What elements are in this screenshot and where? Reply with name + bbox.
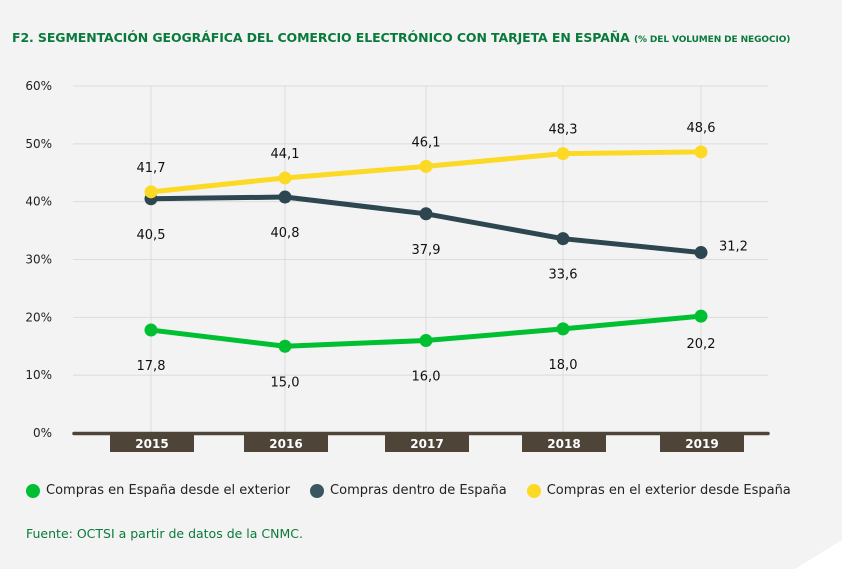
data-point bbox=[694, 246, 708, 260]
data-point bbox=[694, 309, 708, 323]
chart-title-units: (% DEL VOLUMEN DE NEGOCIO) bbox=[633, 35, 791, 45]
data-point bbox=[144, 185, 158, 199]
x-axis: 2015 2016 2017 2018 2019 bbox=[72, 431, 770, 452]
data-labels: 17,8 15,0 16,0 18,0 20,2 40,5 40,8 37,9 33,6 31,2… bbox=[137, 121, 748, 390]
y-tick-label: 0% bbox=[33, 426, 52, 440]
data-label: 18,0 bbox=[549, 358, 578, 373]
line-chart: 0%10%20%30%40%50%60% 2015 2016 2017 2018 201… bbox=[25, 79, 770, 452]
chart-title-main: F2. SEGMENTACIÓN GEOGRÁFICA DEL COMERCIO… bbox=[12, 30, 630, 45]
data-label: 37,9 bbox=[412, 243, 441, 258]
data-label: 16,0 bbox=[412, 369, 441, 384]
y-tick-label: 30% bbox=[25, 253, 52, 267]
y-tick-label: 50% bbox=[25, 137, 52, 151]
legend-label: Compras dentro de España bbox=[330, 483, 507, 498]
data-point bbox=[694, 145, 708, 159]
data-point bbox=[278, 171, 292, 185]
data-label: 44,1 bbox=[271, 147, 300, 162]
data-point bbox=[556, 232, 570, 246]
y-tick-label: 60% bbox=[25, 79, 52, 93]
legend-item-dark: Compras dentro de España bbox=[310, 483, 507, 498]
data-point bbox=[556, 147, 570, 161]
data-point bbox=[419, 207, 433, 221]
data-point bbox=[278, 339, 292, 353]
data-label: 40,8 bbox=[271, 226, 300, 241]
data-label: 20,2 bbox=[687, 337, 716, 352]
x-tick-label: 2019 bbox=[685, 437, 718, 451]
legend-dot-yellow-icon bbox=[526, 483, 541, 498]
data-point bbox=[144, 323, 158, 337]
data-point bbox=[419, 159, 433, 173]
y-tick-label: 40% bbox=[25, 195, 52, 209]
source-note: Fuente: OCTSI a partir de datos de la CN… bbox=[26, 526, 303, 541]
data-label: 17,8 bbox=[137, 359, 166, 374]
x-tick-label: 2016 bbox=[269, 437, 302, 451]
data-label: 41,7 bbox=[137, 161, 166, 176]
legend: Compras en España desde el exterior Comp… bbox=[26, 483, 811, 498]
legend-item-yellow: Compras en el exterior desde España bbox=[526, 483, 791, 498]
x-tick-label: 2015 bbox=[135, 437, 168, 451]
data-point bbox=[278, 190, 292, 204]
legend-label: Compras en el exterior desde España bbox=[546, 483, 791, 498]
y-axis-ticks: 0% 10% 20% 30% 40% 50% 60% bbox=[25, 79, 52, 440]
data-label: 33,6 bbox=[549, 268, 578, 283]
legend-item-green: Compras en España desde el exterior bbox=[26, 483, 290, 498]
x-tick-box bbox=[660, 434, 744, 452]
gridlines bbox=[73, 85, 768, 433]
chart-title: F2. SEGMENTACIÓN GEOGRÁFICA DEL COMERCIO… bbox=[12, 30, 790, 45]
x-tick-box bbox=[522, 434, 606, 452]
x-tick-label: 2018 bbox=[547, 437, 580, 451]
data-label: 48,6 bbox=[687, 121, 716, 136]
y-tick-label: 10% bbox=[25, 368, 52, 382]
data-label: 46,1 bbox=[412, 135, 441, 150]
x-tick-box bbox=[110, 434, 194, 452]
x-tick-box bbox=[385, 434, 469, 452]
legend-dot-green-icon bbox=[26, 483, 40, 498]
data-point bbox=[556, 322, 570, 336]
data-label: 15,0 bbox=[271, 375, 300, 390]
legend-label: Compras en España desde el exterior bbox=[46, 483, 291, 498]
data-label: 31,2 bbox=[719, 240, 748, 255]
series-group bbox=[144, 145, 708, 353]
data-label: 40,5 bbox=[137, 228, 166, 243]
legend-dot-dark-icon bbox=[310, 483, 325, 498]
data-point bbox=[419, 333, 433, 347]
y-tick-label: 20% bbox=[25, 310, 52, 324]
x-tick-box bbox=[244, 434, 328, 452]
data-label: 48,3 bbox=[549, 123, 578, 138]
x-tick-label: 2017 bbox=[410, 437, 443, 451]
